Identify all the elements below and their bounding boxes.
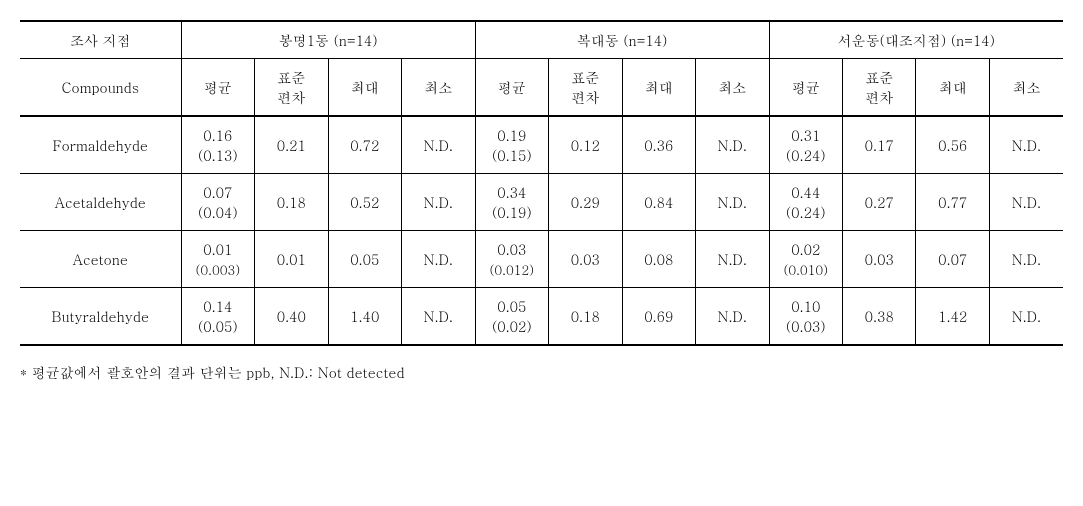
cell-sd: 0.21: [255, 116, 328, 174]
cell-mean: 0.02(0.010): [769, 231, 842, 288]
cell-min: N.D.: [989, 288, 1063, 346]
header-sd: 표준 편차: [549, 59, 622, 117]
cell-sd: 0.12: [549, 116, 622, 174]
cell-mean: 0.05(0.02): [475, 288, 548, 346]
header-max: 최대: [622, 59, 695, 117]
cell-max: 0.36: [622, 116, 695, 174]
table-row: Formaldehyde 0.16(0.13) 0.21 0.72 N.D. 0…: [20, 116, 1063, 174]
cell-min: N.D.: [696, 174, 770, 231]
cell-min: N.D.: [402, 288, 476, 346]
cell-mean: 0.10(0.03): [769, 288, 842, 346]
header-mean: 평균: [769, 59, 842, 117]
cell-min: N.D.: [989, 116, 1063, 174]
cell-max: 0.84: [622, 174, 695, 231]
cell-max: 0.72: [328, 116, 401, 174]
table-row: Acetone 0.01(0.003) 0.01 0.05 N.D. 0.03(…: [20, 231, 1063, 288]
cell-mean: 0.44(0.24): [769, 174, 842, 231]
header-min: 최소: [402, 59, 476, 117]
header-mean: 평균: [475, 59, 548, 117]
cell-min: N.D.: [989, 174, 1063, 231]
cell-max: 0.08: [622, 231, 695, 288]
cell-max: 0.52: [328, 174, 401, 231]
cell-max: 0.07: [916, 231, 989, 288]
header-mean: 평균: [181, 59, 254, 117]
cell-sd: 0.40: [255, 288, 328, 346]
cell-min: N.D.: [402, 231, 476, 288]
header-group-3: 서운동(대조지점) (n=14): [769, 21, 1063, 59]
compound-name: Acetone: [20, 231, 181, 288]
cell-max: 0.56: [916, 116, 989, 174]
cell-mean: 0.16(0.13): [181, 116, 254, 174]
cell-min: N.D.: [402, 174, 476, 231]
cell-mean: 0.14(0.05): [181, 288, 254, 346]
table-row: Acetaldehyde 0.07(0.04) 0.18 0.52 N.D. 0…: [20, 174, 1063, 231]
cell-sd: 0.03: [842, 231, 915, 288]
header-group-1: 봉명1동 (n=14): [181, 21, 475, 59]
cell-sd: 0.03: [549, 231, 622, 288]
table-row: Butyraldehyde 0.14(0.05) 0.40 1.40 N.D. …: [20, 288, 1063, 346]
cell-sd: 0.01: [255, 231, 328, 288]
cell-max: 0.69: [622, 288, 695, 346]
cell-mean: 0.31(0.24): [769, 116, 842, 174]
cell-max: 1.42: [916, 288, 989, 346]
cell-max: 0.77: [916, 174, 989, 231]
compound-name: Formaldehyde: [20, 116, 181, 174]
cell-sd: 0.27: [842, 174, 915, 231]
header-min: 최소: [989, 59, 1063, 117]
cell-mean: 0.19(0.15): [475, 116, 548, 174]
compounds-table: 조사 지점 봉명1동 (n=14) 복대동 (n=14) 서운동(대조지점) (…: [20, 20, 1063, 346]
header-site: 조사 지점: [20, 21, 181, 59]
cell-min: N.D.: [696, 231, 770, 288]
cell-sd: 0.17: [842, 116, 915, 174]
cell-min: N.D.: [402, 116, 476, 174]
cell-sd: 0.38: [842, 288, 915, 346]
cell-min: N.D.: [696, 116, 770, 174]
cell-sd: 0.18: [549, 288, 622, 346]
cell-mean: 0.01(0.003): [181, 231, 254, 288]
cell-mean: 0.34(0.19): [475, 174, 548, 231]
cell-mean: 0.07(0.04): [181, 174, 254, 231]
footnote: * 평균값에서 괄호안의 결과 단위는 ppb, N.D.: Not detec…: [20, 362, 1063, 382]
header-max: 최대: [916, 59, 989, 117]
cell-max: 0.05: [328, 231, 401, 288]
compound-name: Butyraldehyde: [20, 288, 181, 346]
header-max: 최대: [328, 59, 401, 117]
header-sd: 표준 편차: [255, 59, 328, 117]
header-group-2: 복대동 (n=14): [475, 21, 769, 59]
cell-min: N.D.: [989, 231, 1063, 288]
header-min: 최소: [696, 59, 770, 117]
cell-sd: 0.18: [255, 174, 328, 231]
cell-max: 1.40: [328, 288, 401, 346]
cell-mean: 0.03(0.012): [475, 231, 548, 288]
header-sd: 표준 편차: [842, 59, 915, 117]
compound-name: Acetaldehyde: [20, 174, 181, 231]
cell-sd: 0.29: [549, 174, 622, 231]
header-compounds: Compounds: [20, 59, 181, 117]
cell-min: N.D.: [696, 288, 770, 346]
